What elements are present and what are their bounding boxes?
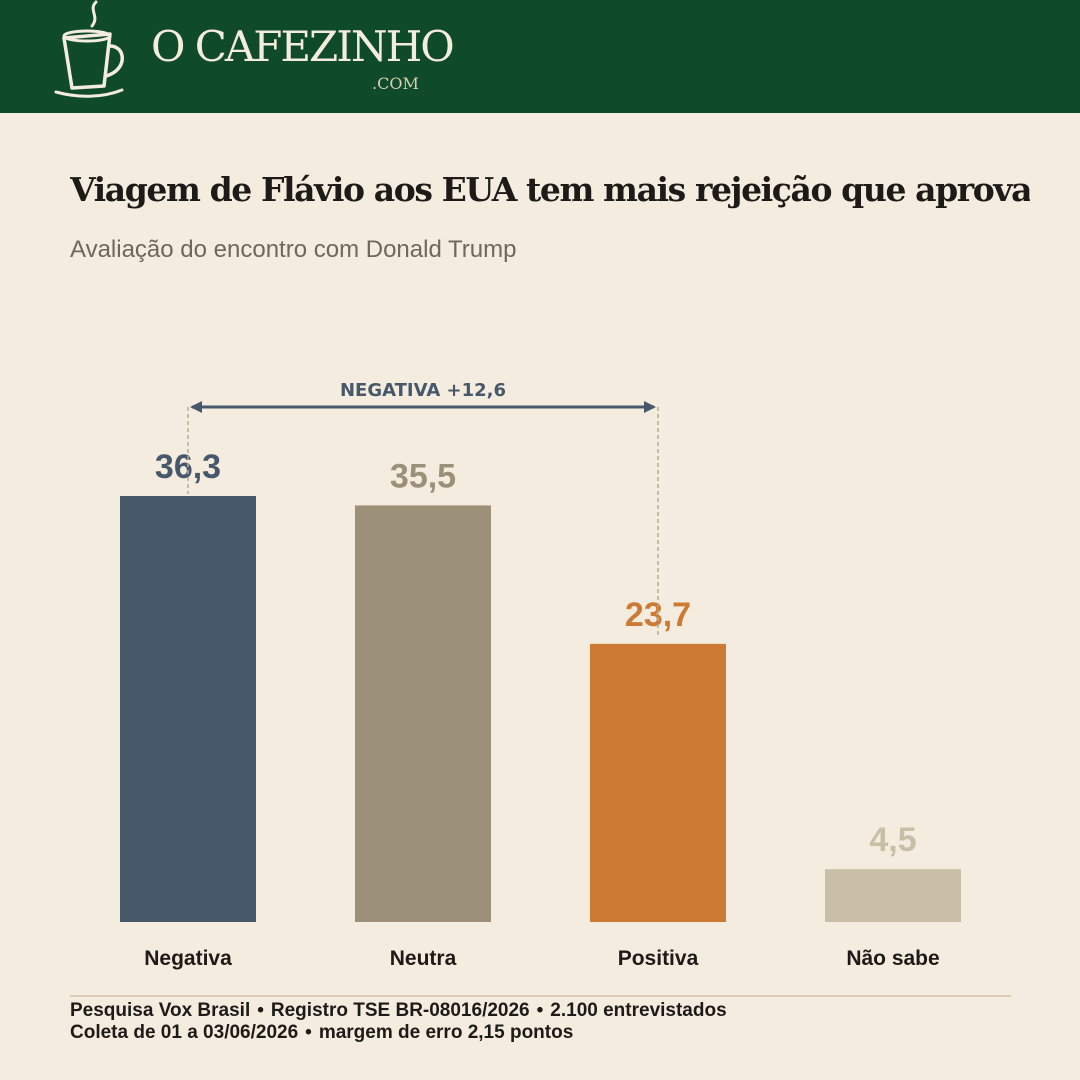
bar-negativa bbox=[120, 496, 256, 922]
footer-divider bbox=[70, 995, 1011, 997]
coffee-cup-icon bbox=[54, 0, 124, 98]
footer-sample-size: 2.100 entrevistados bbox=[550, 1000, 727, 1021]
chart-title: Viagem de Flávio aos EUA tem mais rejeiç… bbox=[70, 170, 1030, 209]
footer-registration: Registro TSE BR-08016/2026 bbox=[270, 1000, 530, 1021]
chart-subtitle: Avaliação do encontro com Donald Trump bbox=[70, 236, 517, 263]
annotation-difference-label: NEGATIVA +12,6 bbox=[340, 380, 506, 401]
footer-source-line: Pesquisa Vox Brasil • Registro TSE BR-0801… bbox=[70, 1000, 727, 1021]
footer-margin-of-error: margem de erro 2,15 pontos bbox=[318, 1022, 574, 1043]
site-header: O CAFEZINHO .COM bbox=[0, 0, 1080, 113]
category-label-neutra: Neutra bbox=[390, 947, 457, 970]
value-label-neutra: 35,5 bbox=[390, 457, 456, 495]
footer-collection-period: Coleta de 01 a 03/06/2026 bbox=[70, 1022, 299, 1043]
brand-tld: .COM bbox=[372, 74, 419, 93]
annotation-arrowhead-left bbox=[190, 401, 202, 413]
footer-source: Pesquisa Vox Brasil bbox=[70, 1000, 251, 1021]
annotation-arrowhead-right bbox=[644, 401, 656, 413]
category-label-nao-sabe: Não sabe bbox=[846, 947, 939, 970]
bar-neutra bbox=[355, 505, 491, 922]
footer-method-line: Coleta de 01 a 03/06/2026 • margem de erro… bbox=[70, 1022, 574, 1043]
value-label-nao-sabe: 4,5 bbox=[869, 821, 916, 859]
value-label-positiva: 23,7 bbox=[625, 596, 691, 634]
brand-name: O CAFEZINHO bbox=[151, 22, 455, 71]
category-label-negativa: Negativa bbox=[144, 947, 232, 970]
category-label-positiva: Positiva bbox=[618, 947, 699, 970]
bar-nao-sabe bbox=[825, 869, 961, 922]
bar-positiva bbox=[590, 643, 726, 922]
